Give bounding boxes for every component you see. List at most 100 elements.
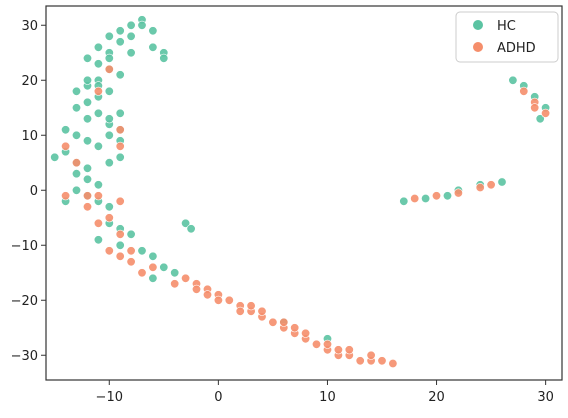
point-adhd xyxy=(431,191,441,201)
x-tick-label: 0 xyxy=(214,390,222,405)
point-adhd xyxy=(344,345,354,355)
point-hc xyxy=(93,235,103,245)
y-tick-label: 0 xyxy=(30,184,38,199)
point-hc xyxy=(115,26,125,36)
point-adhd xyxy=(322,339,332,349)
point-hc xyxy=(104,158,114,168)
point-adhd xyxy=(104,246,114,256)
legend-marker-adhd xyxy=(473,42,483,52)
point-hc xyxy=(104,31,114,41)
x-tick-label: 30 xyxy=(537,390,554,405)
point-hc xyxy=(50,152,60,162)
point-adhd xyxy=(519,86,529,96)
point-adhd xyxy=(115,251,125,261)
point-adhd xyxy=(115,141,125,151)
point-hc xyxy=(72,130,82,140)
point-hc xyxy=(93,108,103,118)
y-tick-label: 30 xyxy=(21,19,38,34)
point-hc xyxy=(126,48,136,58)
point-hc xyxy=(83,114,93,124)
point-adhd xyxy=(257,306,267,316)
point-hc xyxy=(83,174,93,184)
point-adhd xyxy=(104,64,114,74)
point-hc xyxy=(497,177,507,187)
point-adhd xyxy=(486,180,496,190)
point-hc xyxy=(126,31,136,41)
point-hc xyxy=(83,75,93,85)
point-hc xyxy=(148,26,158,36)
point-hc xyxy=(126,229,136,239)
point-hc xyxy=(115,37,125,47)
point-hc xyxy=(159,53,169,63)
point-hc xyxy=(93,141,103,151)
x-tick-label: 10 xyxy=(319,390,336,405)
point-hc xyxy=(93,59,103,69)
point-adhd xyxy=(530,103,540,113)
point-hc xyxy=(181,218,191,228)
point-hc xyxy=(104,86,114,96)
x-axis: −10 0 10 20 30 xyxy=(96,380,554,405)
point-hc xyxy=(115,240,125,250)
y-tick-label: −30 xyxy=(11,349,38,364)
y-tick-label: 20 xyxy=(21,74,38,89)
point-hc xyxy=(115,152,125,162)
point-adhd xyxy=(246,301,256,311)
point-hc xyxy=(115,108,125,118)
point-adhd xyxy=(93,86,103,96)
point-hc xyxy=(170,268,180,278)
x-tick-label: 20 xyxy=(428,390,445,405)
point-hc xyxy=(115,70,125,80)
point-hc xyxy=(137,20,147,30)
point-hc xyxy=(535,114,545,124)
legend: HC ADHD xyxy=(455,11,559,63)
point-adhd xyxy=(137,268,147,278)
point-adhd xyxy=(268,317,278,327)
legend-label-hc: HC xyxy=(497,19,516,34)
point-hc xyxy=(399,196,409,206)
point-hc xyxy=(93,180,103,190)
point-adhd xyxy=(290,323,300,333)
point-hc xyxy=(83,136,93,146)
point-adhd xyxy=(170,279,180,289)
point-hc xyxy=(104,114,114,124)
point-adhd xyxy=(181,273,191,283)
x-tick-label: −10 xyxy=(96,390,123,405)
point-adhd xyxy=(235,306,245,316)
point-adhd xyxy=(213,295,223,305)
point-adhd xyxy=(104,213,114,223)
point-adhd xyxy=(203,290,213,300)
point-hc xyxy=(104,130,114,140)
point-hc xyxy=(104,53,114,63)
point-adhd xyxy=(541,108,551,118)
point-adhd xyxy=(355,356,365,366)
point-hc xyxy=(104,202,114,212)
point-adhd xyxy=(311,339,321,349)
point-hc xyxy=(148,273,158,283)
legend-label-adhd: ADHD xyxy=(497,41,536,56)
point-adhd xyxy=(115,196,125,206)
y-tick-label: 10 xyxy=(21,129,38,144)
point-adhd xyxy=(453,188,463,198)
point-hc xyxy=(508,75,518,85)
point-hc xyxy=(186,224,196,234)
point-adhd xyxy=(115,125,125,135)
y-tick-label: −10 xyxy=(11,239,38,254)
point-hc xyxy=(83,53,93,63)
plot-frame xyxy=(45,5,563,381)
point-hc xyxy=(72,169,82,179)
point-adhd xyxy=(126,246,136,256)
point-adhd xyxy=(279,317,289,327)
point-adhd xyxy=(475,183,485,193)
point-hc xyxy=(72,103,82,113)
point-hc xyxy=(159,262,169,272)
point-adhd xyxy=(83,191,93,201)
point-hc xyxy=(148,251,158,261)
point-hc xyxy=(126,20,136,30)
y-tick-label: −20 xyxy=(11,294,38,309)
point-hc xyxy=(83,97,93,107)
point-hc xyxy=(442,191,452,201)
point-hc xyxy=(72,185,82,195)
point-hc xyxy=(137,246,147,256)
point-adhd xyxy=(126,257,136,267)
